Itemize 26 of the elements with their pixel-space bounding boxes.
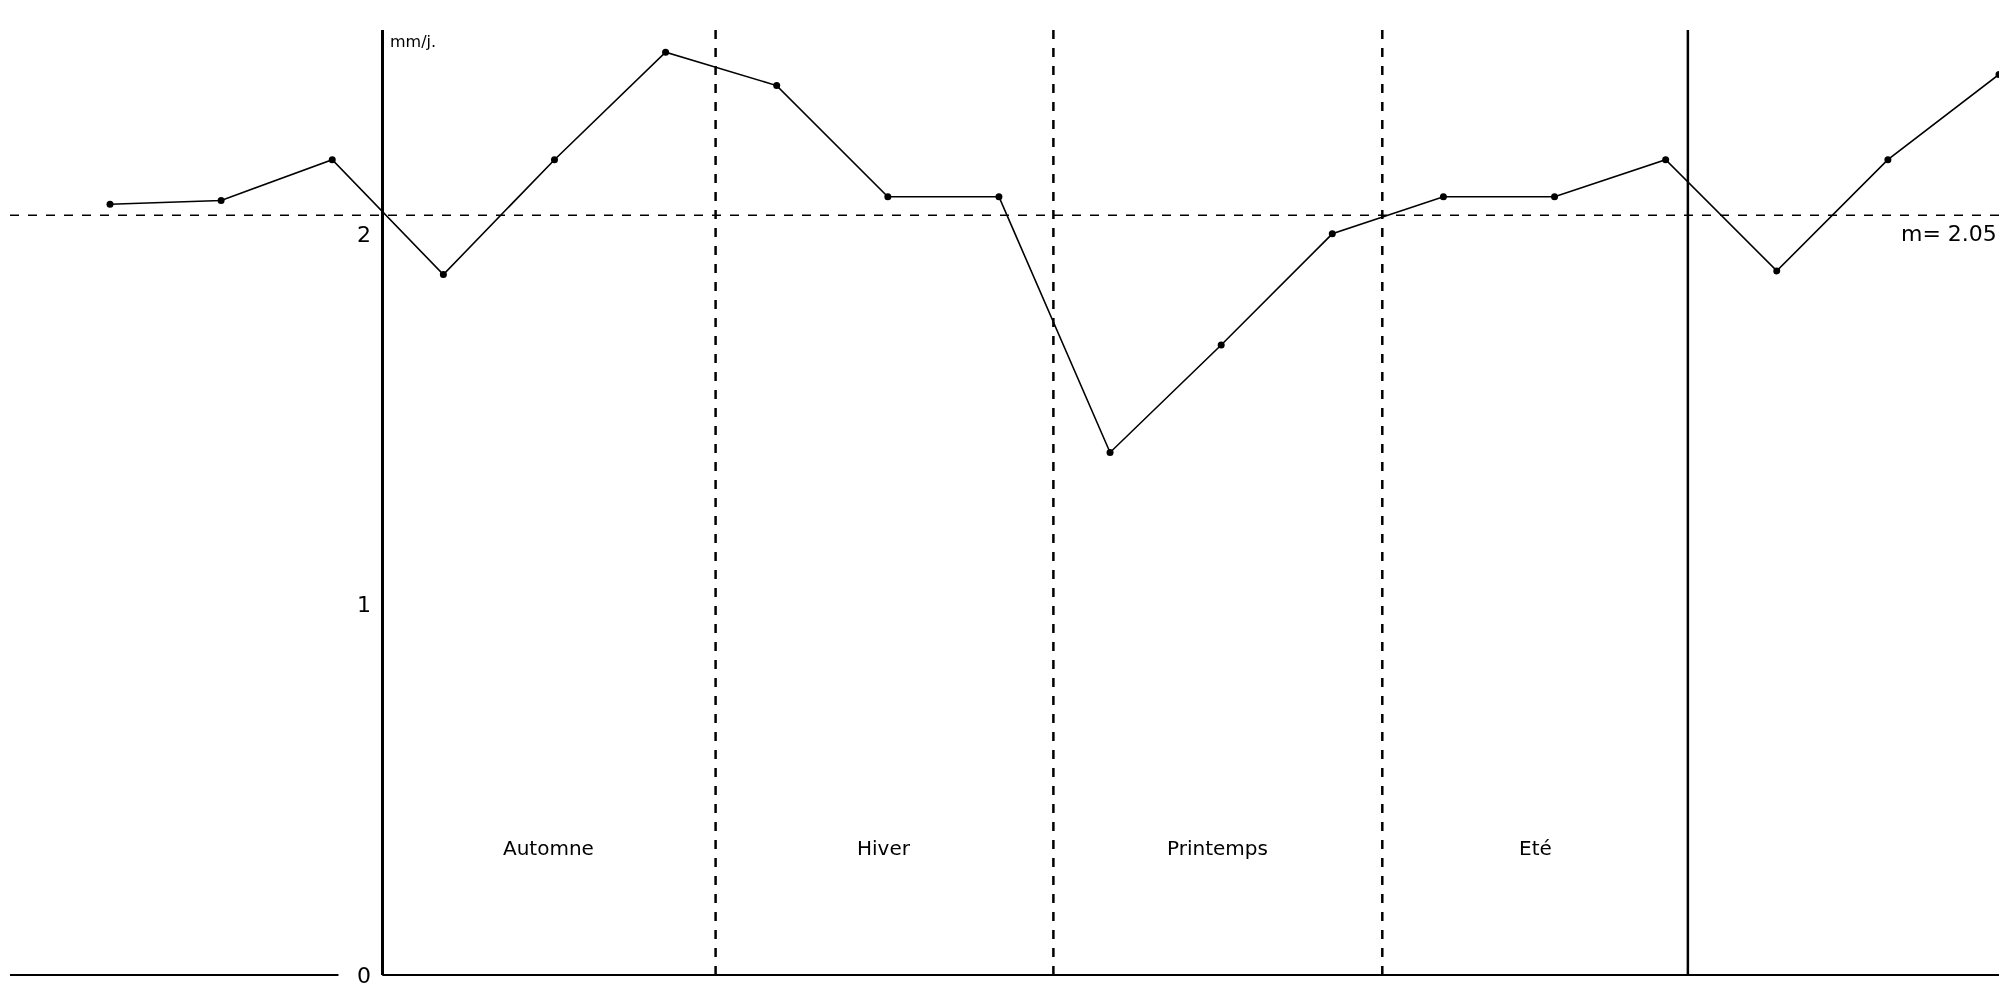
point: [328, 156, 336, 164]
ref-line-label: m= 2.05: [1901, 221, 1997, 246]
y-tick-label: 2: [357, 221, 372, 247]
point: [1884, 156, 1892, 164]
point: [1217, 341, 1225, 349]
annotation: Eté: [1519, 836, 1552, 860]
point: [550, 156, 558, 164]
y-tick-label: 0: [357, 962, 372, 988]
point: [995, 193, 1003, 201]
point: [1328, 230, 1336, 238]
point: [1662, 156, 1670, 164]
annotation: Automne: [503, 836, 594, 860]
point: [439, 271, 447, 279]
point: [217, 196, 225, 204]
point: [1551, 193, 1559, 201]
annotation: Hiver: [857, 836, 911, 860]
point: [106, 200, 114, 208]
point: [662, 48, 670, 56]
point: [1106, 448, 1114, 456]
point: [1773, 267, 1781, 275]
point: [884, 193, 892, 201]
annotation: Printemps: [1167, 836, 1268, 860]
point: [1439, 193, 1447, 201]
y-tick-label: 1: [357, 592, 372, 618]
y-axis-title: mm/j.: [390, 32, 437, 51]
point: [773, 82, 781, 90]
